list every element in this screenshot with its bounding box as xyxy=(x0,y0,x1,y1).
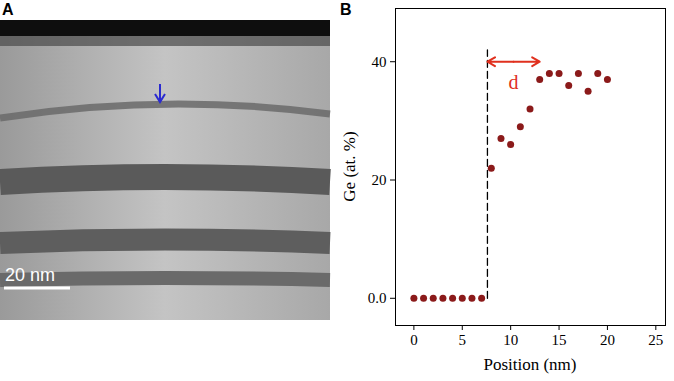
svg-text:Ge (at. %): Ge (at. %) xyxy=(340,131,359,201)
svg-text:0.0: 0.0 xyxy=(368,290,387,306)
svg-text:15: 15 xyxy=(552,332,567,348)
svg-text:40: 40 xyxy=(372,54,387,70)
svg-text:B: B xyxy=(340,1,352,18)
svg-text:20: 20 xyxy=(600,332,615,348)
svg-text:20: 20 xyxy=(372,172,387,188)
svg-text:d: d xyxy=(509,71,519,93)
svg-text:5: 5 xyxy=(459,332,467,348)
svg-text:0: 0 xyxy=(410,332,418,348)
svg-text:20 nm: 20 nm xyxy=(5,265,55,285)
svg-text:10: 10 xyxy=(503,332,518,348)
svg-text:A: A xyxy=(2,1,14,18)
svg-text:25: 25 xyxy=(648,332,663,348)
svg-text:Position (nm): Position (nm) xyxy=(483,355,576,374)
